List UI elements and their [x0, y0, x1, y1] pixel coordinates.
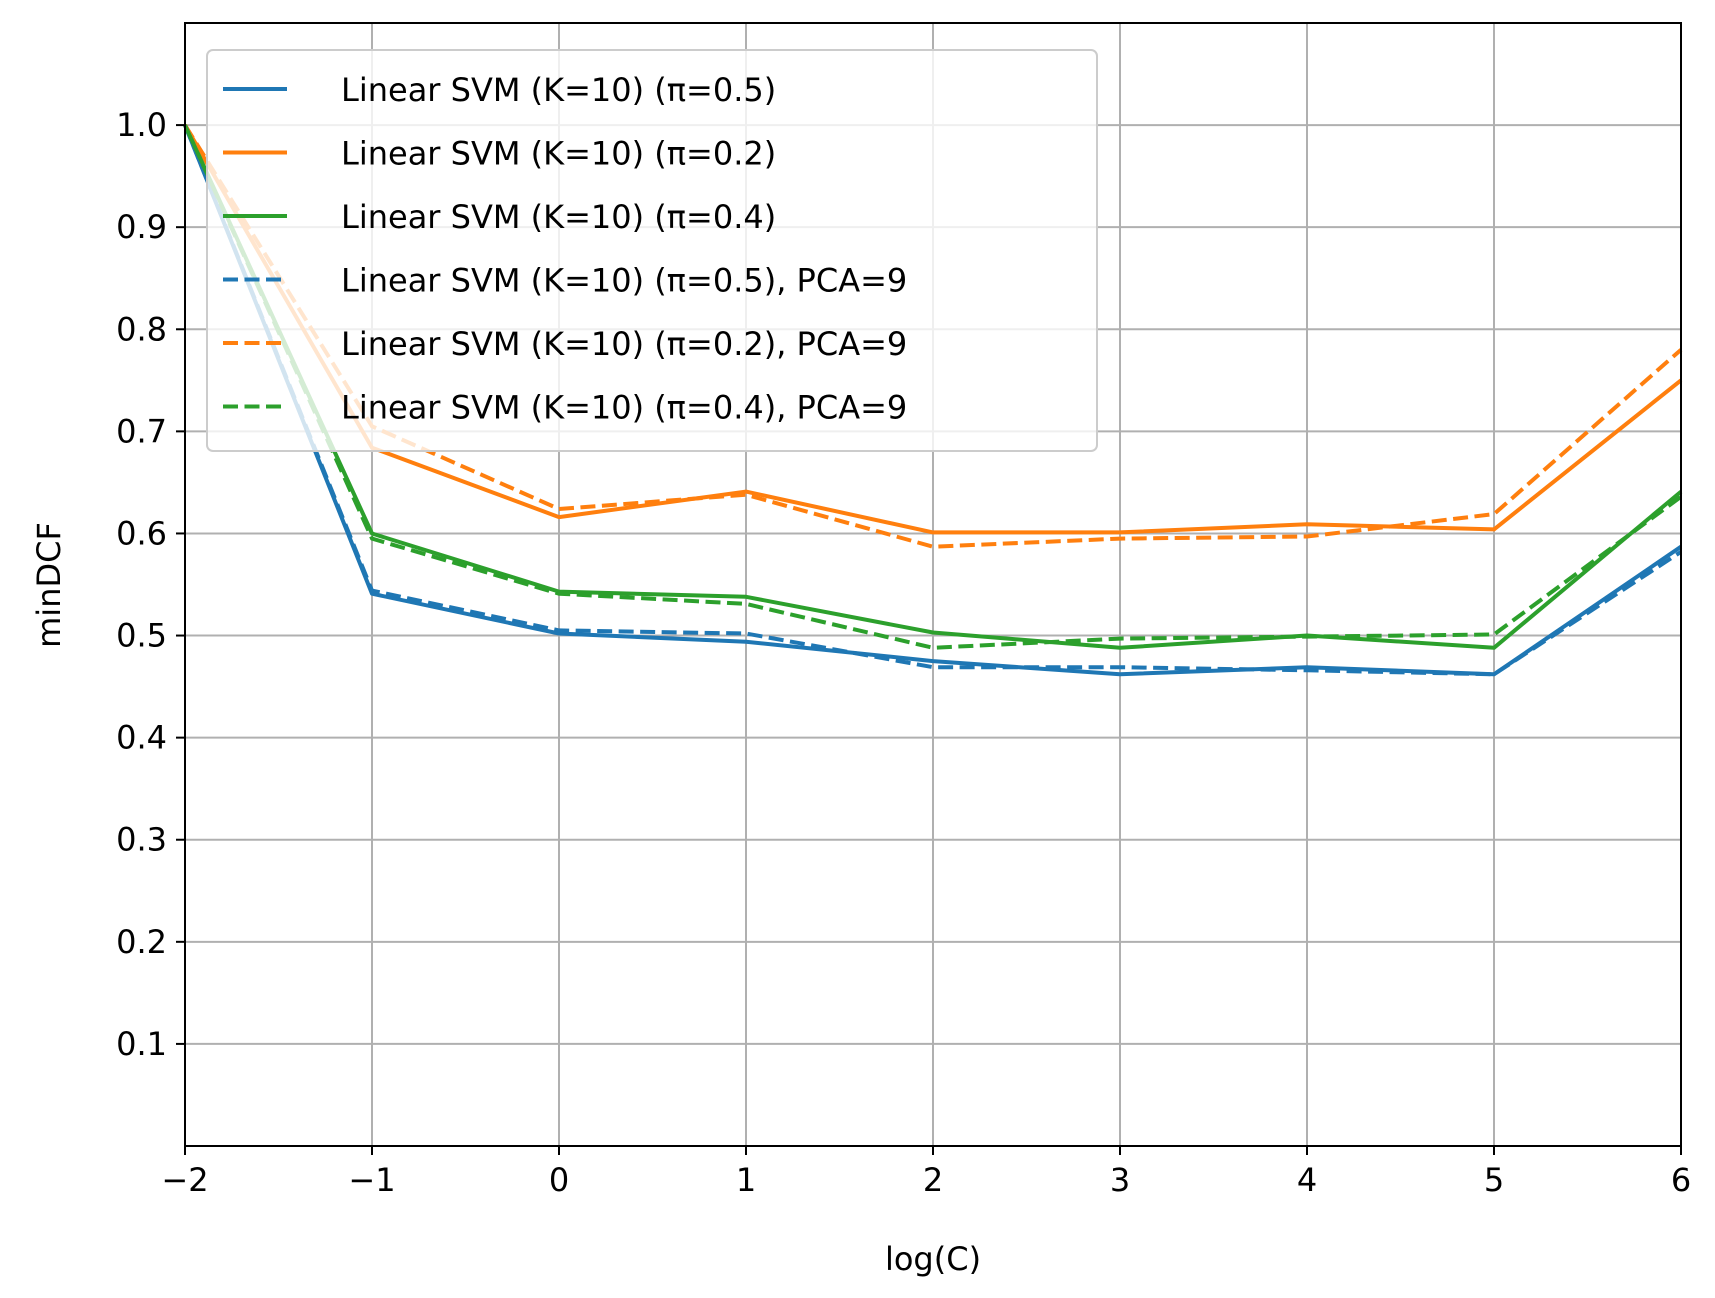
series-line-1	[183, 124, 1683, 677]
y-tick-label: 0.1	[116, 1025, 167, 1063]
legend-label-3: Linear SVM (K=10) (π=0.4)	[341, 198, 776, 236]
y-tick-label: 0.2	[116, 923, 167, 961]
legend: Linear SVM (K=10) (π=0.5) Linear SVM (K=1…	[206, 49, 1098, 452]
series-line-5	[183, 124, 1683, 549]
y-axis-label: minDCF	[30, 522, 68, 648]
y-tick-label: 0.3	[116, 821, 167, 859]
legend-label-6: Linear SVM (K=10) (π=0.4), PCA=9	[341, 389, 907, 427]
series-line-4	[183, 124, 1683, 677]
x-axis-label: log(C)	[885, 1240, 981, 1278]
y-tick-label: 0.4	[116, 719, 167, 757]
x-tick-label: 4	[1297, 1161, 1317, 1199]
legend-label-2: Linear SVM (K=10) (π=0.2)	[341, 135, 776, 173]
ticks: −2 −1 0 1 2 3 4 5 6 0.1 0.2 0.3 0.4 0.5 0.6 0.7 0.8 0.9 1.…	[116, 106, 1691, 1199]
y-tick-label: 0.8	[116, 310, 167, 348]
legend-box	[206, 49, 1098, 452]
x-tick-label: −1	[348, 1161, 395, 1199]
y-tick-label: 0.9	[116, 208, 167, 246]
x-tick-label: 2	[923, 1161, 943, 1199]
series-line-6	[183, 124, 1683, 650]
x-tick-label: 1	[736, 1161, 756, 1199]
x-tick-label: 3	[1110, 1161, 1130, 1199]
legend-label-4: Linear SVM (K=10) (π=0.5), PCA=9	[341, 262, 907, 300]
series-layer	[183, 124, 1683, 677]
y-tick-label: 0.7	[116, 412, 167, 450]
x-tick-label: 6	[1671, 1161, 1691, 1199]
series-line-3	[183, 124, 1683, 650]
x-tick-label: 5	[1484, 1161, 1504, 1199]
legend-label-5: Linear SVM (K=10) (π=0.2), PCA=9	[341, 325, 907, 363]
x-tick-label: 0	[549, 1161, 569, 1199]
y-tick-label: 1.0	[116, 106, 167, 144]
x-tick-label: −2	[161, 1161, 208, 1199]
y-tick-label: 0.6	[116, 514, 167, 552]
y-tick-label: 0.5	[116, 617, 167, 655]
legend-label-1: Linear SVM (K=10) (π=0.5)	[341, 71, 776, 109]
series-line-2	[183, 124, 1683, 535]
